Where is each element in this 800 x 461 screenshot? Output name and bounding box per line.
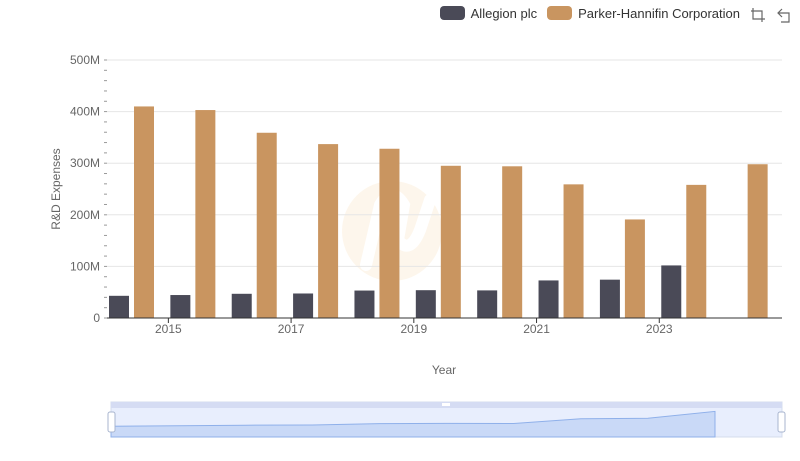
bar-parker-hannifin [195, 110, 216, 318]
y-axis-title: R&D Expenses [49, 148, 63, 229]
bar-parker-hannifin [686, 184, 707, 318]
zoom-handle-right[interactable] [777, 411, 786, 433]
y-tick-label: 0 [93, 311, 100, 325]
x-axis-title: Year [432, 363, 456, 377]
zoom-preview-area [110, 410, 716, 438]
y-tick-label: 400M [70, 105, 100, 119]
x-tick-label: 2015 [155, 322, 182, 336]
bar-allegion [231, 293, 252, 318]
bar-parker-hannifin [624, 219, 645, 318]
zoom-select-icon[interactable] [750, 7, 766, 23]
bar-parker-hannifin [563, 184, 584, 318]
legend-label-parker-hannifin: Parker-Hannifin Corporation [578, 5, 740, 21]
bar-allegion [538, 280, 559, 318]
x-tick-label: 2021 [523, 322, 550, 336]
bar-parker-hannifin [747, 164, 768, 318]
bars-group [109, 106, 768, 318]
bar-allegion [293, 293, 314, 318]
zoom-handle-left[interactable] [107, 411, 116, 433]
y-tick-label: 100M [70, 259, 100, 273]
y-tick-label: 300M [70, 156, 100, 170]
bar-parker-hannifin [134, 106, 154, 318]
legend-swatch-parker-hannifin [547, 6, 573, 20]
x-tick-label: 2023 [646, 322, 673, 336]
y-tick-label: 500M [70, 53, 100, 67]
y-tick-label: 200M [70, 208, 100, 222]
bar-parker-hannifin [318, 144, 339, 318]
bar-allegion [109, 295, 129, 318]
y-axis-minor-ticks [104, 59, 107, 319]
legend-item-parker-hannifin[interactable]: Parker-Hannifin Corporation [547, 6, 740, 21]
legend-item-allegion[interactable]: Allegion plc [439, 5, 538, 21]
bar-parker-hannifin [256, 132, 277, 318]
bar-allegion [415, 290, 436, 318]
chart-toolbox [750, 7, 792, 23]
legend-swatch-allegion [439, 6, 465, 20]
bar-parker-hannifin [502, 166, 523, 318]
legend-label-allegion: Allegion plc [470, 5, 538, 21]
zoom-grip[interactable] [442, 403, 450, 406]
bar-allegion [170, 295, 191, 318]
bar-allegion [477, 290, 498, 318]
x-axis-tick-labels: 2015 2017 2019 2021 2023 [155, 318, 673, 336]
data-zoom-slider[interactable] [107, 401, 786, 438]
x-tick-label: 2019 [400, 322, 427, 336]
chart-legend: Allegion plc Parker-Hannifin Corporation [439, 4, 740, 22]
bar-allegion [599, 279, 620, 318]
x-tick-label: 2017 [278, 322, 305, 336]
bar-parker-hannifin [440, 165, 461, 318]
zoom-reset-icon[interactable] [776, 7, 792, 23]
bar-allegion [354, 290, 375, 318]
y-axis-tick-labels: 0 100M 200M 300M 400M 500M [70, 53, 100, 325]
bar-parker-hannifin [379, 148, 400, 318]
bar-allegion [661, 265, 682, 318]
